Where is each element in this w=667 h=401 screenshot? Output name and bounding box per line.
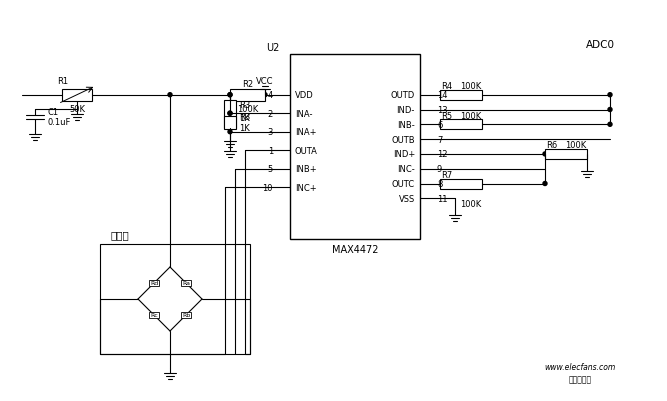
Circle shape [228, 130, 232, 134]
Text: INB-: INB- [398, 120, 415, 130]
Bar [440, 120, 482, 130]
Bar [290, 55, 420, 239]
Text: 14: 14 [437, 91, 448, 100]
Text: 13: 13 [437, 106, 448, 115]
Text: 0.1uF: 0.1uF [47, 118, 71, 127]
Bar [224, 117, 236, 130]
Bar [62, 89, 92, 101]
Text: INA+: INA+ [295, 128, 317, 137]
Text: 9: 9 [437, 165, 442, 174]
Text: 100K: 100K [460, 82, 481, 91]
Text: 8: 8 [437, 180, 442, 188]
Text: 4: 4 [267, 91, 273, 100]
Text: 5: 5 [267, 165, 273, 174]
Bar [224, 100, 236, 128]
Text: 100K: 100K [460, 199, 482, 208]
Text: 2: 2 [267, 109, 273, 118]
Text: MAX4472: MAX4472 [331, 244, 378, 254]
Circle shape [228, 93, 232, 97]
Text: OUTB: OUTB [392, 135, 415, 144]
Text: VDD: VDD [295, 91, 313, 100]
Text: R2: R2 [242, 80, 253, 89]
Text: 7: 7 [437, 135, 442, 144]
Text: R3: R3 [239, 101, 250, 110]
Text: Ra: Ra [182, 281, 190, 286]
Circle shape [608, 93, 612, 97]
Text: Rb: Rb [182, 313, 190, 318]
Text: VSS: VSS [399, 194, 415, 203]
Text: Rc: Rc [150, 313, 158, 318]
Text: 100K: 100K [237, 105, 258, 114]
Circle shape [543, 152, 547, 156]
Text: IND+: IND+ [393, 150, 415, 159]
Text: R7: R7 [441, 170, 452, 180]
Text: 电子发烧友: 电子发烧友 [568, 375, 592, 383]
Text: 100K: 100K [460, 111, 481, 120]
Text: 1K: 1K [239, 124, 249, 133]
Text: ADC0: ADC0 [586, 40, 614, 50]
Circle shape [228, 93, 232, 97]
Text: Rd: Rd [150, 281, 158, 286]
Circle shape [608, 108, 612, 112]
Bar [440, 179, 482, 189]
Circle shape [543, 182, 547, 186]
Text: 3: 3 [267, 128, 273, 137]
Circle shape [263, 93, 267, 97]
Bar [230, 89, 265, 101]
Text: INB+: INB+ [295, 165, 317, 174]
Circle shape [228, 112, 232, 116]
Circle shape [608, 123, 612, 127]
Text: OUTA: OUTA [295, 146, 318, 155]
Text: 12: 12 [437, 150, 448, 159]
Bar [440, 91, 482, 100]
Text: OUTD: OUTD [391, 91, 415, 100]
Text: R5: R5 [441, 111, 452, 120]
Text: U2: U2 [267, 43, 280, 53]
Text: OUTC: OUTC [392, 180, 415, 188]
Text: 6: 6 [437, 120, 442, 130]
Bar [100, 244, 250, 354]
Text: VCC: VCC [256, 77, 273, 86]
Circle shape [168, 93, 172, 97]
Text: www.elecfans.com: www.elecfans.com [544, 363, 616, 372]
Text: IND-: IND- [397, 106, 415, 115]
Text: 10: 10 [263, 183, 273, 192]
Text: 50K: 50K [69, 105, 85, 114]
Text: INC-: INC- [398, 165, 415, 174]
Bar [545, 150, 587, 160]
Text: INA-: INA- [295, 109, 313, 118]
Text: R3: R3 [239, 113, 250, 122]
Text: 1: 1 [267, 146, 273, 155]
Text: R4: R4 [441, 82, 452, 91]
Text: R6: R6 [546, 141, 557, 150]
Text: INC+: INC+ [295, 183, 317, 192]
Text: 传感器: 传感器 [110, 229, 129, 239]
Circle shape [228, 112, 232, 116]
Text: C1: C1 [47, 108, 58, 117]
Text: 11: 11 [437, 194, 448, 203]
Text: 100K: 100K [565, 141, 586, 150]
Text: 1K: 1K [239, 114, 249, 123]
Text: R1: R1 [57, 77, 68, 86]
